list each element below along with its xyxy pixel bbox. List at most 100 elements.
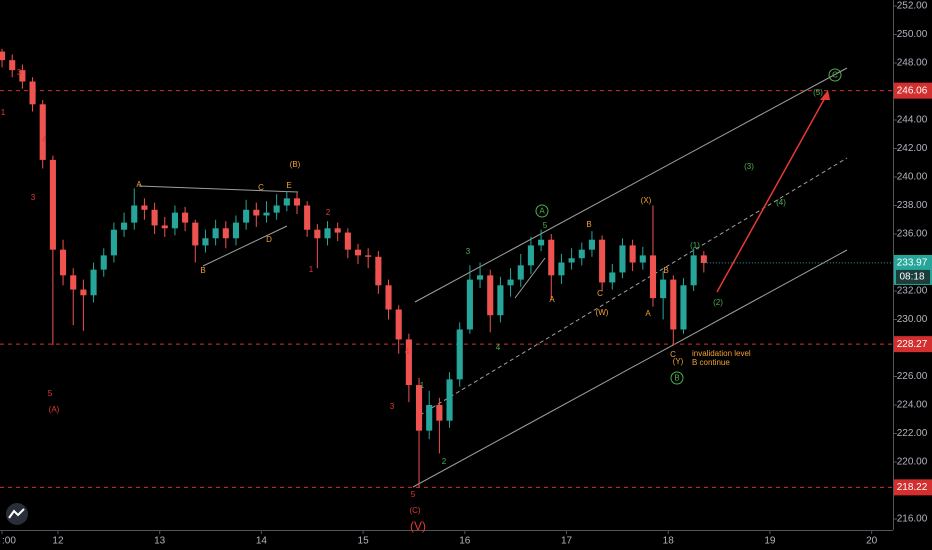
candle-body: [131, 205, 138, 223]
candle-body: [548, 239, 555, 276]
wave-label: 3: [17, 68, 22, 77]
candle-body: [202, 238, 209, 246]
wave-label: A: [136, 180, 142, 189]
wave-label: 4: [405, 347, 410, 356]
candle-body: [283, 198, 290, 206]
candle-body: [141, 205, 148, 210]
candle-body: [110, 229, 117, 256]
candle-body: [558, 262, 565, 276]
candle-body: [365, 255, 372, 257]
circled-wave-label: B: [674, 374, 679, 383]
projection-arrow: [716, 95, 827, 293]
wave-label: (B): [290, 160, 301, 169]
x-tick-label: 20: [866, 536, 878, 547]
candle-body: [324, 228, 331, 239]
wave-label: (A): [49, 405, 60, 414]
x-tick-label: :00: [2, 536, 16, 547]
candle-body: [527, 245, 534, 266]
candle-body: [466, 279, 473, 330]
candle-body: [29, 81, 36, 105]
circled-wave: [535, 204, 549, 218]
candle-body: [639, 255, 646, 263]
candle-body: [426, 405, 433, 431]
candle-body: [538, 239, 545, 246]
wave-label: C: [670, 350, 676, 359]
y-tick-label: 222.00: [897, 428, 928, 439]
wave-label: E: [286, 181, 291, 190]
y-tick-label: 236.00: [897, 229, 928, 240]
wedge-line: [514, 257, 546, 299]
wave-label: B: [586, 220, 591, 229]
wave-label: (V): [410, 519, 426, 533]
wave-label: 1: [1, 108, 6, 117]
candle-body: [568, 258, 575, 263]
wave-label: 5: [543, 221, 548, 230]
candle-body: [660, 279, 667, 299]
x-tick-label: 19: [764, 536, 776, 547]
y-tick-label: 226.00: [897, 371, 928, 382]
level-box: [894, 479, 932, 496]
y-tick-label: 230.00: [897, 314, 928, 325]
candle-body: [375, 256, 382, 286]
wave-label: D: [266, 235, 272, 244]
level-label: 228.27: [897, 339, 928, 350]
wave-label: invalidation level: [692, 349, 751, 358]
wave-label: (5): [813, 88, 823, 97]
candle-body: [354, 249, 362, 256]
countdown-label: 08:18: [899, 272, 924, 283]
candle-body: [100, 255, 107, 270]
candle-body: [690, 255, 697, 286]
candle-body: [619, 245, 626, 273]
logo-mark: [8, 508, 25, 519]
wave-label: 3: [390, 402, 395, 411]
wave-label: (1): [690, 241, 700, 250]
candle-body: [700, 255, 707, 263]
level-label: 246.06: [897, 85, 928, 96]
candle-body: [497, 285, 504, 316]
candle-body: [222, 228, 229, 239]
candle-body: [212, 228, 219, 239]
candle-body: [192, 222, 199, 246]
wave-label: 2: [442, 457, 447, 466]
candle-body: [304, 205, 311, 230]
wave-label: B continue: [692, 358, 730, 367]
wave-label: B: [200, 266, 205, 275]
wave-label: 4: [42, 135, 47, 144]
candle-body: [487, 275, 494, 316]
channel-upper: [414, 67, 848, 303]
candle-body: [670, 279, 677, 330]
wave-label: (X): [641, 196, 652, 205]
candle-body: [9, 60, 16, 71]
candle-body: [121, 222, 128, 230]
candle-body: [161, 225, 168, 229]
countdown-box: [896, 269, 930, 284]
x-tick-label: 13: [154, 536, 166, 547]
circled-wave-label: C: [832, 71, 838, 80]
candle-body: [263, 212, 270, 216]
wave-label: 4: [496, 343, 501, 352]
wave-label: 3: [466, 247, 471, 256]
y-tick-label: 216.00: [897, 514, 928, 525]
x-tick-label: 12: [52, 536, 64, 547]
candle-body: [405, 339, 412, 386]
y-tick-label: 244.00: [897, 115, 928, 126]
candle-body: [39, 104, 46, 160]
triangle-lower: [202, 225, 288, 267]
wave-label: C: [258, 183, 264, 192]
candle-body: [517, 265, 524, 280]
candle-body: [60, 249, 67, 276]
y-tick-label: 250.00: [897, 29, 928, 40]
circled-wave: [828, 68, 842, 82]
candle-body: [507, 279, 514, 286]
x-tick-label: 17: [561, 536, 573, 547]
wave-label: 5: [411, 490, 416, 499]
candle-body: [415, 385, 423, 431]
x-tick-label: 14: [256, 536, 268, 547]
candle-body: [477, 275, 484, 280]
candle-body: [253, 209, 260, 216]
level-label: 218.22: [897, 482, 928, 493]
candle-body: [171, 212, 178, 229]
wave-label: 1: [309, 265, 314, 274]
